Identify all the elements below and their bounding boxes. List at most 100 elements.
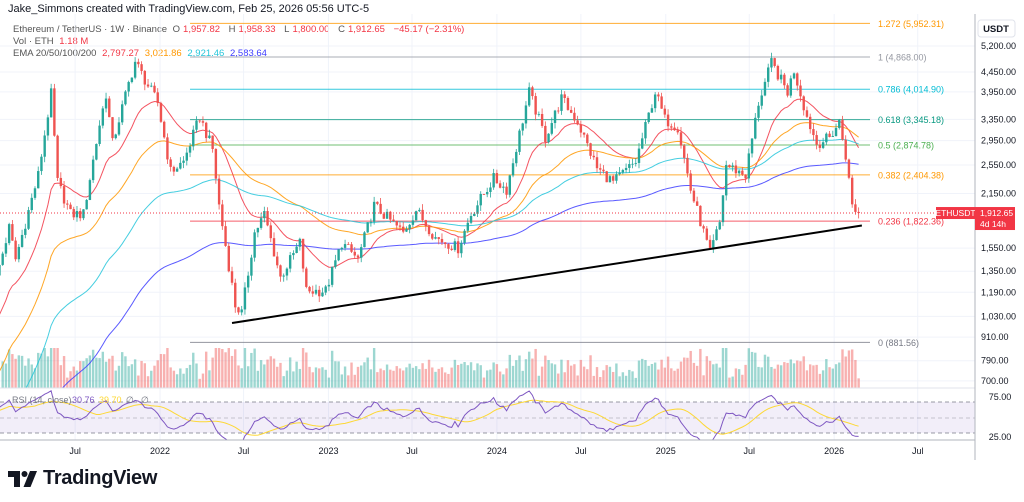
candle-body [343,244,347,248]
volume-bar [117,365,121,388]
candle-body [527,87,531,106]
candle-body [844,139,847,160]
volume-bar [340,374,344,388]
candle-body [259,218,263,228]
volume-bar [24,365,27,388]
volume-bar [773,368,776,388]
candle-body [779,74,783,80]
candle-body [153,85,156,93]
candle-body [40,156,43,172]
volume-bar [350,362,353,388]
volume-bar [844,356,847,388]
volume-bar [673,370,676,388]
candle-body [686,157,689,174]
price-axis-tick: 5,200.00 [981,41,1016,51]
fibonacci-retracement[interactable]: 1.272 (5,952.31) 1 (4,868.00) 0.786 (4,014… [190,19,944,348]
candle-body [434,237,437,239]
volume-bar [644,360,647,388]
volume-legend[interactable]: Vol · ETH 1.18 M [13,36,91,47]
volume-bar [347,375,350,388]
volume-bar [185,368,188,388]
candle-body [405,229,408,232]
candle-body [857,211,860,214]
ema-legend[interactable]: EMA 20/50/100/200 2,797.27 3,021.86 2,92… [13,48,270,59]
volume-bar [854,359,857,388]
volume-bar [256,370,260,388]
volume-bar [608,366,612,388]
tradingview-logo[interactable]: TradingView [8,467,157,490]
ohlc-high: H 1,958.33 [228,24,276,35]
volume-bar [437,368,440,388]
candle-body [214,149,218,179]
symbol-name[interactable]: Ethereum / TetherUS · 1W · Binance [13,24,167,35]
volume-bar [692,362,696,388]
candle-body [366,222,369,233]
candle-body [676,130,679,133]
volume-bar [240,368,243,388]
candle-body [347,244,350,245]
volume-bar [221,348,224,388]
volume-bar [162,354,166,388]
volume-bar [208,370,211,388]
candle-body [847,159,851,178]
candle-body [673,127,676,131]
candle-body [224,226,227,246]
volume-bar [825,359,828,388]
rsi-axis-tick: 25.00 [989,432,1012,442]
volume-bar [4,363,8,388]
price-axis-tick: 2,550.00 [981,160,1016,170]
price-axis[interactable]: 5,200.00 4,450.00 3,950.00 3,350.00 2,950.00… [981,41,1016,386]
volume-bar [408,363,411,388]
candle-body [838,119,841,128]
candle-body [272,238,276,257]
trendline[interactable] [231,224,863,324]
candle-body [508,175,511,195]
candle-body [802,96,805,111]
candle-body [324,286,327,293]
rsi-null-icon: ∅ [126,395,134,405]
volume-bar [540,366,544,388]
volume-bar [592,375,595,388]
candle-body [150,85,153,87]
candle-body [579,124,583,133]
volume-bar [779,365,783,388]
volume-bar [440,367,444,388]
volume-bar [460,363,463,388]
candle-body [192,129,195,147]
time-axis[interactable]: Jul 2022 Jul 2023 Jul 2024 Jul 2025 Jul 2026 Jul [69,446,923,456]
volume-bar [376,372,379,388]
volume-bar [98,358,101,388]
time-axis-tick: 2024 [487,446,507,456]
currency-button[interactable] [977,19,1016,38]
volume-value: 1.18 M [59,36,89,47]
candle-body [101,108,105,126]
candle-body [137,61,140,65]
volume-bar [156,360,159,388]
volume-bar [650,363,654,388]
rsi-value: 30.76 [72,395,95,405]
symbol-legend: Ethereum / TetherUS · 1W · Binance O 1,95… [13,24,467,35]
volume-bar [670,368,673,388]
candle-body [301,238,305,269]
candle-body [611,176,615,181]
candle-body [385,211,389,219]
candle-body [828,133,831,138]
rsi-label[interactable]: RSI (14, close) [12,395,72,405]
candle-body [595,157,599,169]
volume-bar [637,360,641,388]
candle-body [825,133,828,143]
volume-bar [379,368,382,388]
volume-bar [450,367,453,388]
volume-bar [104,361,108,388]
candle-body [450,248,453,250]
candle-body [33,188,37,198]
volume-bar [557,373,560,388]
volume-bar [712,364,715,388]
candle-body [776,65,780,80]
price-axis-tick: 1,030.00 [981,311,1016,321]
volume-bar [143,363,147,388]
volume-bar [82,361,85,388]
candle-body [647,112,650,123]
candle-body [702,226,705,229]
